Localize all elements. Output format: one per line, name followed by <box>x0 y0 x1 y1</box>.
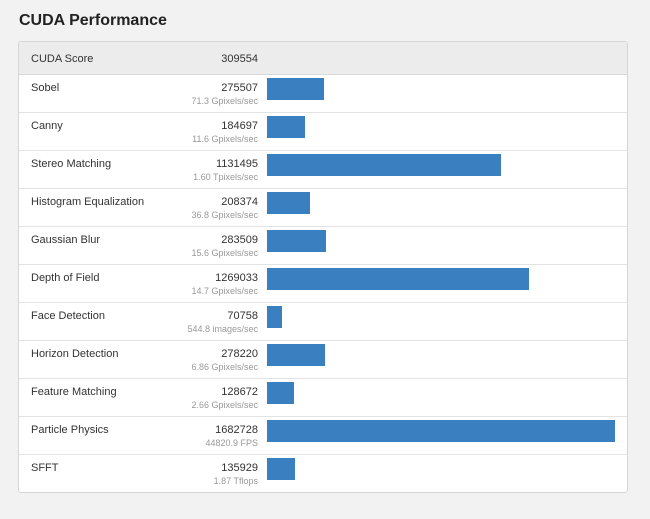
benchmark-name: Canny <box>31 120 63 132</box>
benchmark-bar <box>267 306 282 328</box>
cuda-score-value: 309554 <box>221 53 258 65</box>
benchmark-row: Canny 184697 11.6 Gpixels/sec <box>19 113 627 151</box>
benchmark-bar <box>267 382 294 404</box>
benchmark-bar <box>267 344 325 366</box>
benchmark-rate: 6.86 Gpixels/sec <box>191 362 258 372</box>
benchmark-score: 208374 <box>221 196 258 208</box>
benchmark-bar <box>267 458 295 480</box>
benchmark-bar <box>267 268 529 290</box>
benchmark-row: Feature Matching 128672 2.66 Gpixels/sec <box>19 379 627 417</box>
benchmark-rate: 36.8 Gpixels/sec <box>191 210 258 220</box>
benchmark-rate: 1.60 Tpixels/sec <box>193 172 258 182</box>
benchmark-score: 283509 <box>221 234 258 246</box>
benchmark-name: Histogram Equalization <box>31 196 145 208</box>
benchmark-score: 128672 <box>221 386 258 398</box>
cuda-score-row: CUDA Score 309554 <box>19 42 627 75</box>
benchmark-rate: 44820.9 FPS <box>205 438 258 448</box>
benchmark-bar <box>267 230 326 252</box>
results-panel: CUDA Score 309554 Sobel 275507 71.3 Gpixel… <box>18 41 628 493</box>
benchmark-rate: 14.7 Gpixels/sec <box>191 286 258 296</box>
benchmark-score: 275507 <box>221 82 258 94</box>
benchmark-name: Sobel <box>31 82 60 94</box>
benchmark-name: Gaussian Blur <box>31 234 101 246</box>
benchmark-rate: 11.6 Gpixels/sec <box>192 134 258 144</box>
benchmark-bar <box>267 116 305 138</box>
benchmark-row: Stereo Matching 1131495 1.60 Tpixels/sec <box>19 151 627 189</box>
benchmark-name: Depth of Field <box>31 272 100 284</box>
benchmark-row: Gaussian Blur 283509 15.6 Gpixels/sec <box>19 227 627 265</box>
benchmark-name: Stereo Matching <box>31 158 112 170</box>
benchmark-rate: 1.87 Tflops <box>213 476 258 486</box>
benchmark-bar <box>267 192 310 214</box>
benchmark-rate: 71.3 Gpixels/sec <box>191 96 258 106</box>
benchmark-bar <box>267 78 324 100</box>
benchmark-bar <box>267 154 501 176</box>
benchmark-rate: 15.6 Gpixels/sec <box>191 248 258 258</box>
benchmark-rate: 544.8 images/sec <box>187 324 258 334</box>
benchmark-row: Sobel 275507 71.3 Gpixels/sec <box>19 75 627 113</box>
benchmark-row: Histogram Equalization 208374 36.8 Gpixels… <box>19 189 627 227</box>
benchmark-name: Horizon Detection <box>31 348 119 360</box>
benchmark-score: 1131495 <box>215 158 258 170</box>
benchmark-row: Particle Physics 1682728 44820.9 FPS <box>19 417 627 455</box>
benchmark-score: 278220 <box>221 348 258 360</box>
benchmark-score: 1269033 <box>215 272 258 284</box>
benchmark-row: Depth of Field 1269033 14.7 Gpixels/sec <box>19 265 627 303</box>
cuda-score-label: CUDA Score <box>31 53 94 65</box>
benchmark-row: Horizon Detection 278220 6.86 Gpixels/sec <box>19 341 627 379</box>
benchmark-rate: 2.66 Gpixels/sec <box>191 400 258 410</box>
benchmark-score: 70758 <box>227 310 258 322</box>
benchmark-name: Feature Matching <box>31 386 117 398</box>
benchmark-name: SFFT <box>31 462 59 474</box>
benchmark-bar <box>267 420 615 442</box>
benchmark-score: 135929 <box>221 462 258 474</box>
benchmark-score: 1682728 <box>215 424 258 436</box>
benchmark-score: 184697 <box>221 120 258 132</box>
page-title: CUDA Performance <box>19 12 167 29</box>
benchmark-row: SFFT 135929 1.87 Tflops <box>19 455 627 493</box>
benchmark-name: Particle Physics <box>31 424 109 436</box>
benchmark-row: Face Detection 70758 544.8 images/sec <box>19 303 627 341</box>
benchmark-name: Face Detection <box>31 310 105 322</box>
